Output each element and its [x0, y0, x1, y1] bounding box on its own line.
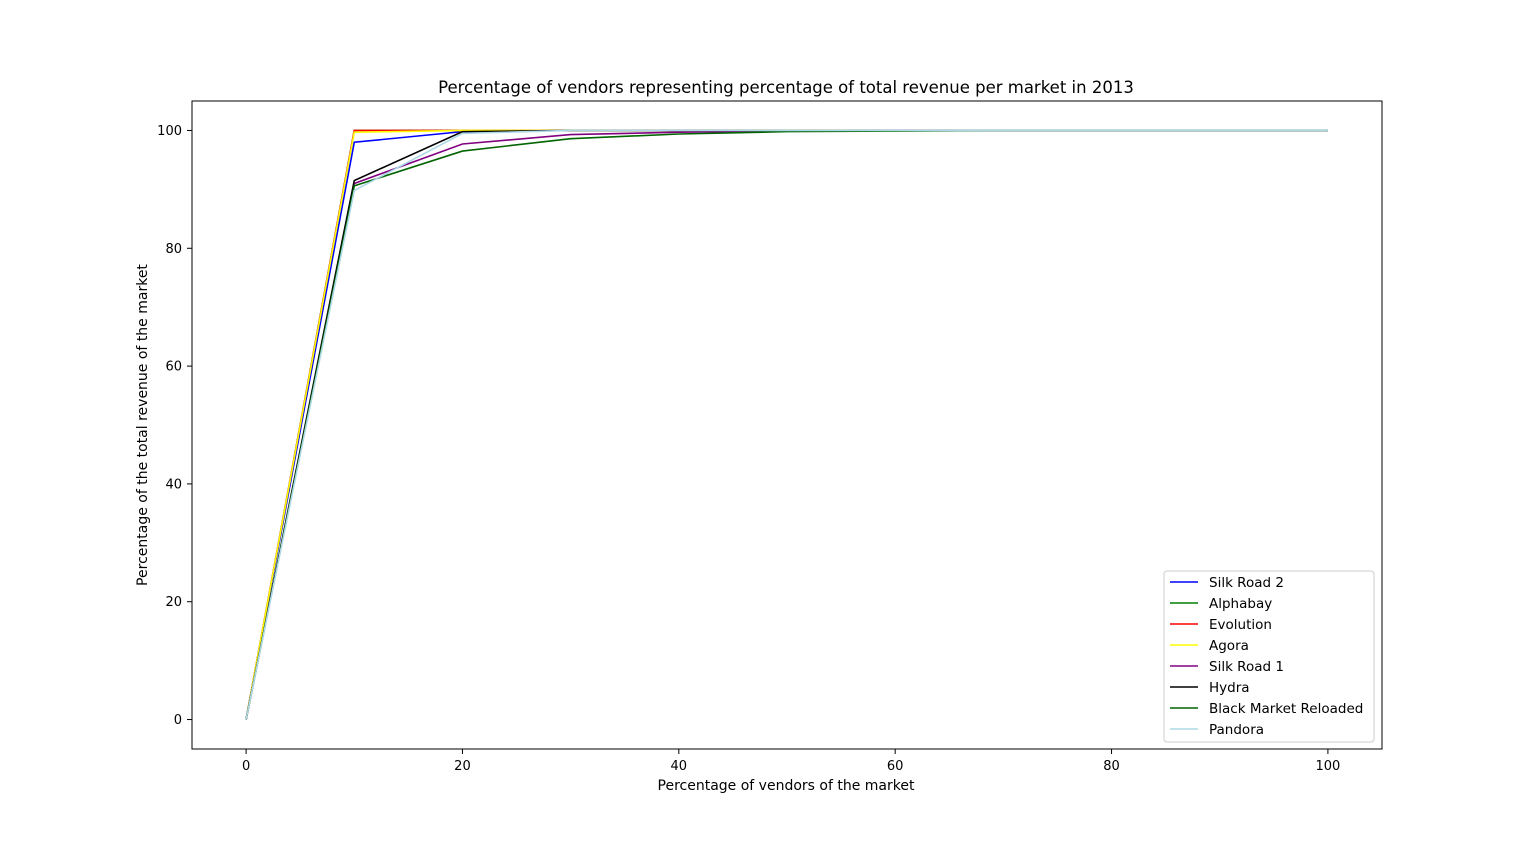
y-tick-label: 80: [165, 242, 182, 257]
legend-label: Silk Road 1: [1209, 659, 1284, 675]
legend-label: Silk Road 2: [1209, 575, 1284, 591]
legend-label: Alphabay: [1209, 596, 1272, 612]
chart-title: Percentage of vendors representing perce…: [438, 78, 1134, 97]
y-tick-label: 60: [165, 360, 182, 375]
y-tick-label: 0: [174, 713, 182, 728]
y-tick-label: 40: [165, 477, 182, 492]
x-tick-label: 20: [454, 759, 471, 774]
legend-label: Hydra: [1209, 680, 1250, 696]
x-tick-label: 40: [671, 759, 688, 774]
y-axis-label: Percentage of the total revenue of the m…: [135, 264, 151, 586]
series-line-pandora: [245, 129, 1328, 720]
x-axis: 0 20 40 60 80 100: [242, 749, 1340, 774]
legend-label: Evolution: [1209, 617, 1272, 633]
x-tick-label: 60: [887, 759, 904, 774]
legend-label: Pandora: [1209, 722, 1264, 738]
plot-area: [191, 100, 1383, 750]
x-tick-label: 80: [1103, 759, 1120, 774]
y-axis: 0 20 40 60 80 100: [157, 124, 192, 728]
x-tick-label: 0: [242, 759, 250, 774]
legend-frame: [1163, 570, 1375, 743]
x-tick-label: 100: [1315, 759, 1340, 774]
legend: Silk Road 2 Alphabay Evolution Agora Silk Ro…: [1163, 570, 1375, 743]
y-tick-label: 100: [157, 124, 182, 139]
legend-label: Black Market Reloaded: [1209, 701, 1363, 717]
x-axis-label: Percentage of vendors of the market: [658, 778, 915, 794]
plot-frame: [191, 100, 1383, 750]
legend-label: Agora: [1209, 638, 1249, 654]
y-tick-label: 20: [165, 595, 182, 610]
